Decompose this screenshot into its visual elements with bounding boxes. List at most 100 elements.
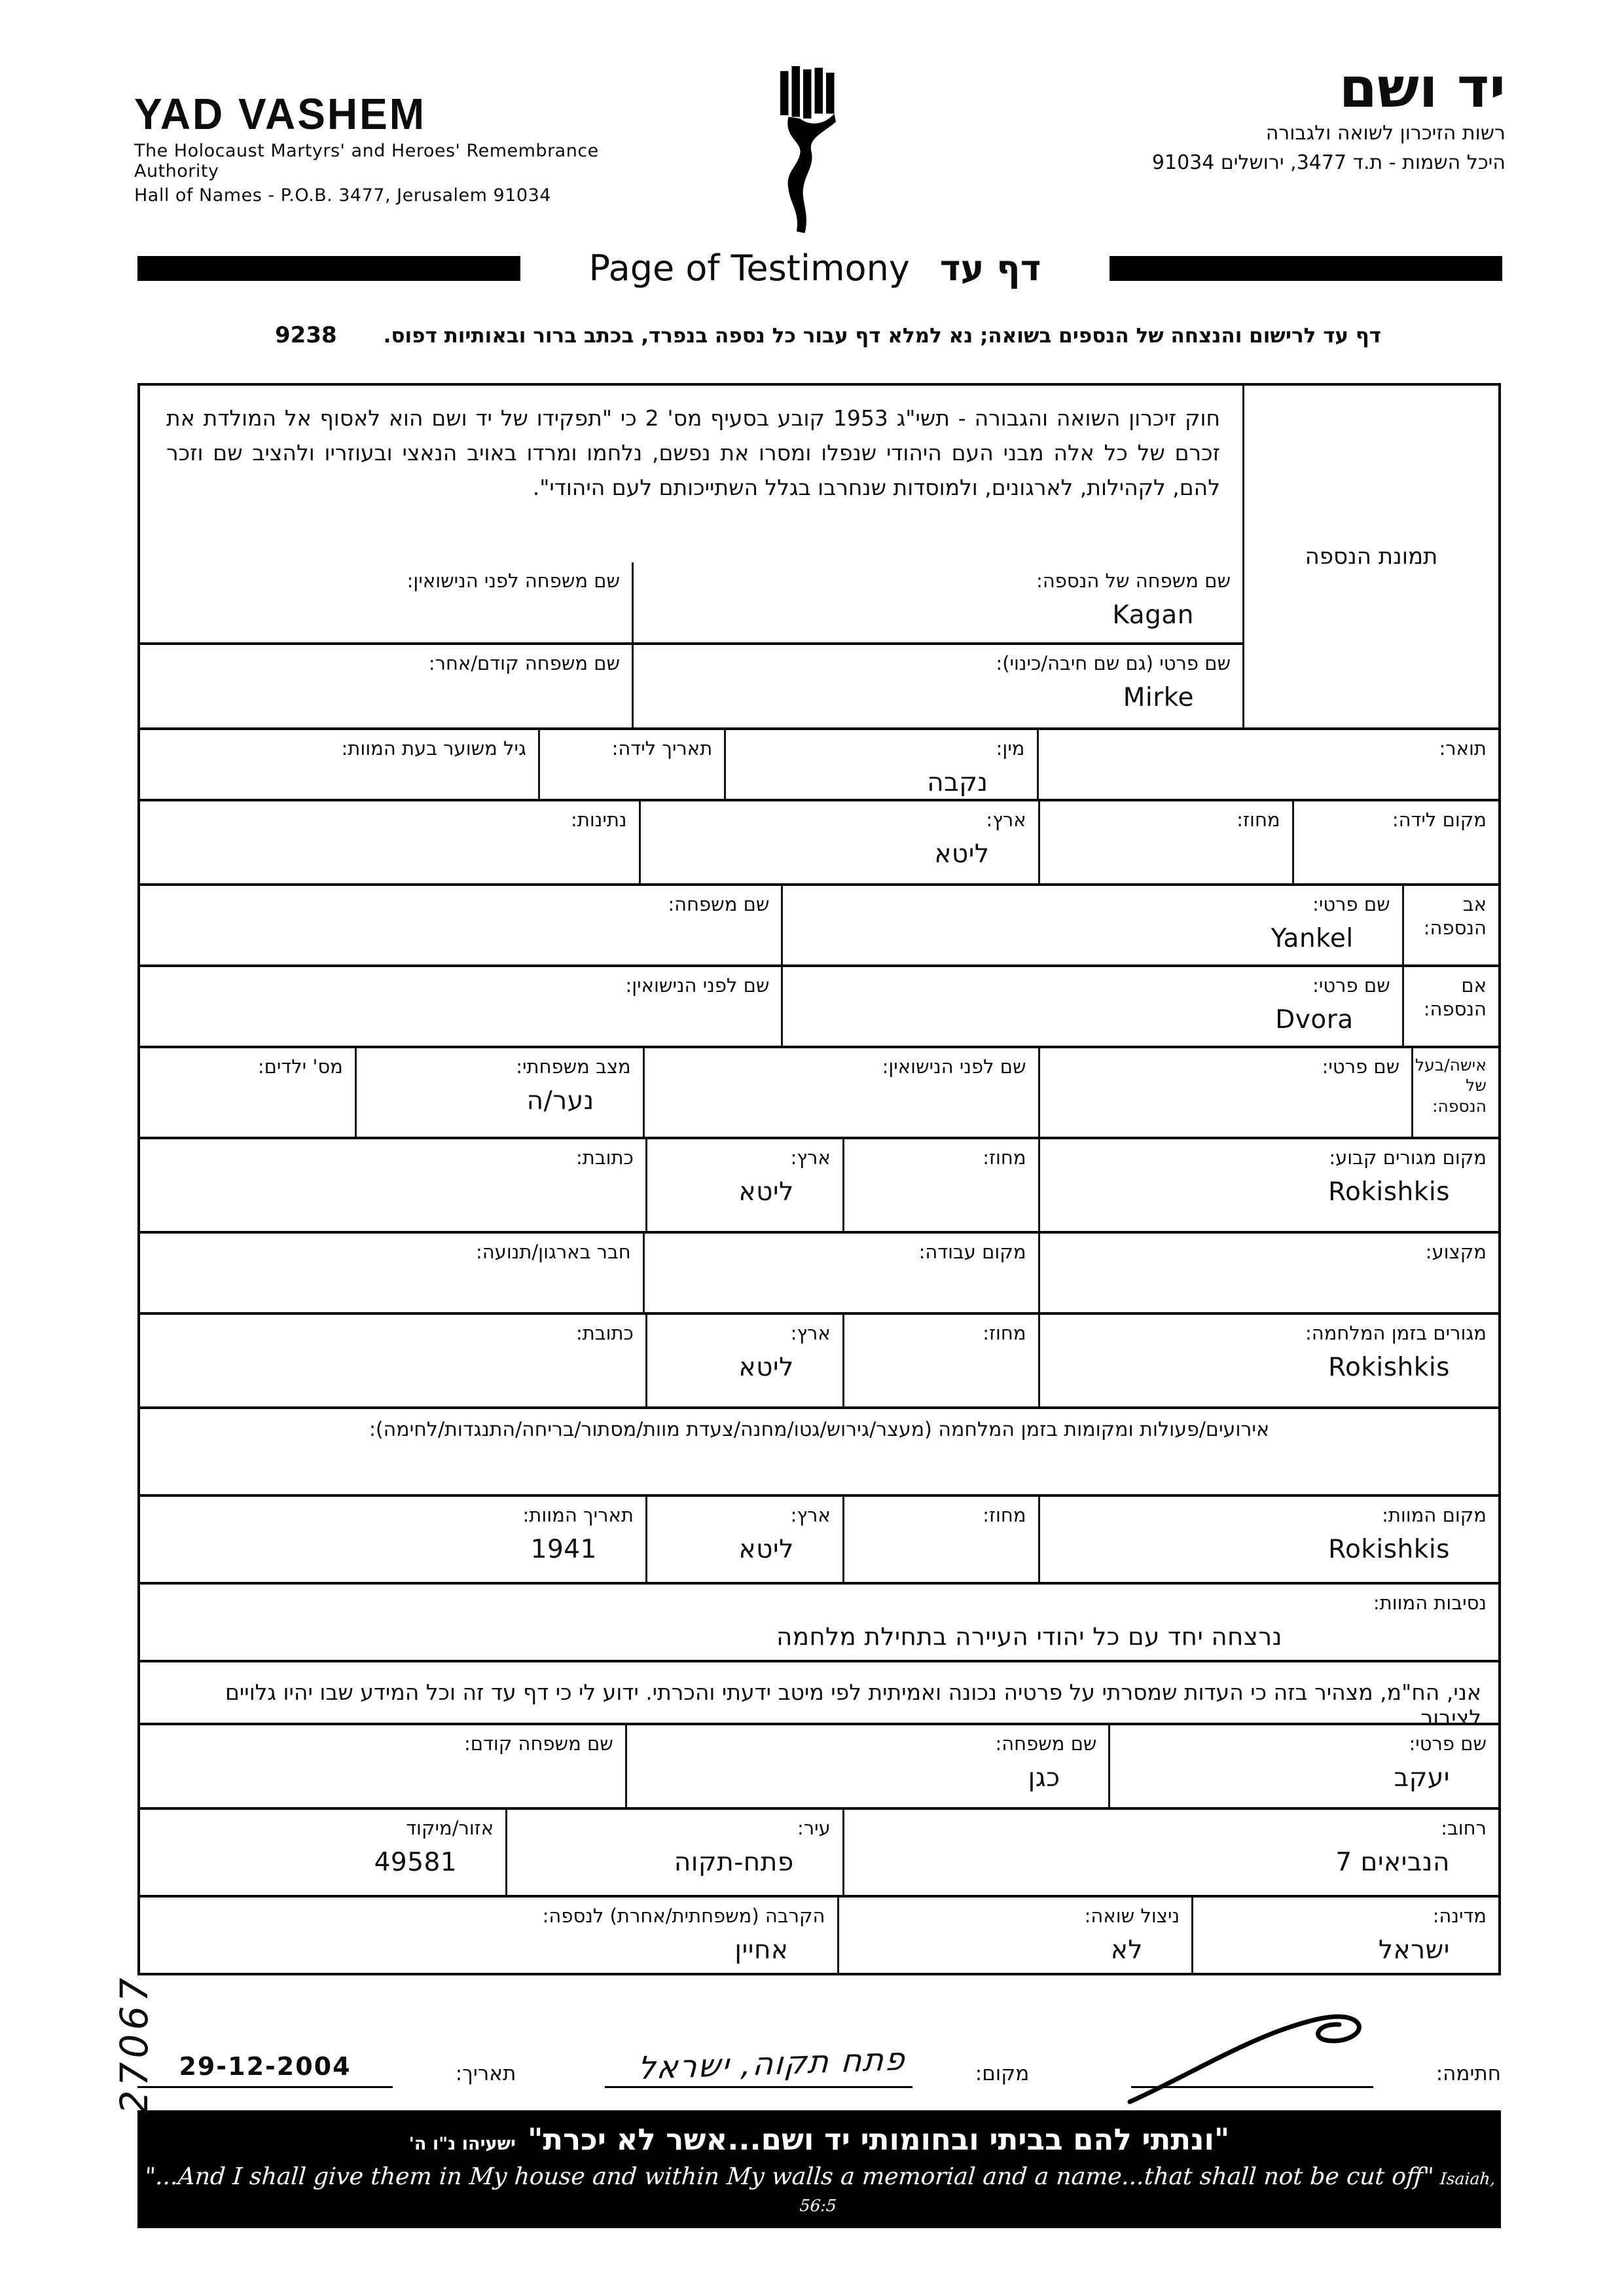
handwritten-place: פתח תקוה, ישראל (636, 2040, 907, 2087)
date-value: 29-12-2004 (179, 2052, 352, 2081)
field-label: אירועים/פעולות ומקומות בזמן המלחמה (מעצר… (369, 1418, 1270, 1441)
field-value: כגן (1028, 1763, 1060, 1793)
field-label: מחוז: (983, 1504, 1026, 1526)
field-label: שם פרטי (גם שם חיבה/כינוי): (996, 652, 1231, 674)
table-row: שם פרטי: יעקב שם משפחה: כגן שם משפחה קוד… (140, 1725, 1498, 1810)
field-label: מקום המוות: (1382, 1504, 1487, 1526)
table-row: רחוב: הנביאים 7 עיר: פתח-תקוה אזור/מיקוד… (140, 1810, 1498, 1898)
quote-english: "...And I shall give them in My house an… (135, 2163, 1503, 2217)
handwritten-signature (1127, 2014, 1362, 2104)
field-label: שם משפחה של הנספה: (1036, 570, 1231, 592)
field-mother-maiden-name: שם לפני הנישואין: (140, 967, 781, 1046)
form-content: תמונת הנספה חוק זיכרון השואה והגבורה - ת… (137, 383, 1501, 2228)
org-address-english: Hall of Names - P.O.B. 3477, Jerusalem 9… (134, 185, 551, 206)
field-value: ליטא (738, 1535, 794, 1565)
field-mother-first-name: שם פרטי: Dvora (781, 967, 1401, 1046)
field-submitter-first-name: שם פרטי: יעקב (1108, 1725, 1498, 1807)
field-other-family-name: שם משפחה קודם/אחר: (140, 645, 632, 727)
field-label: תאריך לידה: (611, 737, 713, 760)
field-marital-status: מצב משפחתי: נער/ה (354, 1048, 643, 1137)
field-father: אב הנספה: (1401, 886, 1498, 964)
table-row: מקום מגורים קבוע: Rokishkis מחוז: ארץ: ל… (140, 1139, 1498, 1234)
field-label: מין: (996, 737, 1025, 760)
org-header-hebrew: יד ושם רשות הזיכרון לשואה ולגבורה היכל ה… (1008, 55, 1506, 175)
field-label: שם פרטי: (1322, 1055, 1400, 1078)
field-value: לא (1110, 1935, 1144, 1966)
field-death-country: ארץ: ליטא (645, 1497, 842, 1582)
table-row: שם פרטי (גם שם חיבה/כינוי): Mirke שם משפ… (140, 642, 1242, 727)
field-label: מגורים בזמן המלחמה: (1305, 1322, 1487, 1344)
title-bar-right (1110, 255, 1502, 281)
title-bar-left (137, 255, 520, 281)
signature-label: חתימה: (1435, 2062, 1501, 2085)
org-name-hebrew: יד ושם (1339, 55, 1506, 120)
field-wartime-country: ארץ: ליטא (645, 1315, 842, 1406)
field-wartime-address: כתובת: (140, 1315, 645, 1406)
field-value: הנביאים 7 (1335, 1848, 1450, 1878)
field-value: Rokishkis (1328, 1353, 1450, 1383)
title-band: Page of Testimony דף עד (137, 248, 1502, 289)
field-label: נסיבות המוות: (1373, 1592, 1487, 1614)
field-residence-country: ארץ: ליטא (645, 1139, 842, 1231)
org-header-english: YAD VASHEM The Holocaust Martyrs' and He… (134, 88, 658, 206)
declaration-row: אני, הח"מ, מצהיר בזה כי העדות שמסרתי על … (140, 1662, 1498, 1731)
field-label: מצב משפחתי: (516, 1055, 631, 1078)
field-label: שם פרטי: (1409, 1733, 1487, 1755)
field-label: מדינה: (1432, 1905, 1487, 1927)
table-row: אם הנספה: שם פרטי: Dvora שם לפני הנישואי… (140, 967, 1498, 1048)
field-value: אחיין (734, 1935, 789, 1966)
field-value: 1941 (530, 1535, 597, 1565)
org-name-english: YAD VASHEM (134, 89, 427, 139)
page-title-english: Page of Testimony (588, 248, 910, 289)
place-line: פתח תקוה, ישראל (605, 2001, 913, 2088)
field-father-family-name: שם משפחה: (140, 886, 781, 964)
field-label: ארץ: (986, 809, 1026, 831)
field-submitter-street: רחוב: הנביאים 7 (842, 1810, 1498, 1895)
field-label: מחוז: (983, 1146, 1026, 1169)
field-label: אישה/בעל של הנספה: (1415, 1055, 1487, 1116)
field-title: תואר: (1036, 730, 1499, 799)
table-row: מגורים בזמן המלחמה: Rokishkis מחוז: ארץ:… (140, 1315, 1498, 1409)
field-label: אזור/מיקוד (406, 1817, 494, 1839)
top-left-stack: חוק זיכרון השואה והגבורה - תשי"ג 1953 קו… (140, 386, 1242, 727)
field-birth-place: מקום לידה: (1291, 801, 1498, 883)
field-death-district: מחוז: (842, 1497, 1038, 1582)
yad-vashem-logo-icon (754, 65, 865, 240)
field-organization-membership: חבר בארגון/תנועה: (140, 1234, 643, 1312)
field-birth-district: מחוז: (1038, 801, 1292, 883)
field-label: נתינות: (571, 809, 627, 831)
field-maiden-name: שם משפחה לפני הנישואין: (140, 562, 632, 642)
field-wartime-residence: מגורים בזמן המלחמה: Rokishkis (1038, 1315, 1498, 1406)
field-death-circumstances: נסיבות המוות: נרצחה יחד עם כל יהודי העיי… (140, 1585, 1498, 1660)
field-profession: מקצוע: (1038, 1234, 1498, 1312)
field-death-date: תאריך המוות: 1941 (140, 1497, 645, 1582)
instruction-row: דף עד לרישום והנצחה של הנספים בשואה; נא … (275, 322, 1381, 348)
field-label: ארץ: (790, 1322, 831, 1344)
field-label: ארץ: (790, 1146, 831, 1169)
field-label: שם משפחה קודם: (464, 1733, 613, 1755)
page-title-hebrew: דף עד (939, 248, 1041, 289)
field-family-name: שם משפחה של הנספה: Kagan (632, 562, 1242, 642)
field-submitter-zip: אזור/מיקוד 49581 (140, 1810, 505, 1895)
table-row: מדינה: ישראל ניצול שואה: לא הקרבה (משפחת… (140, 1898, 1498, 1973)
field-label: שם משפחה: (668, 893, 770, 915)
field-holocaust-survivor: ניצול שואה: לא (837, 1898, 1192, 1973)
org-subtitle-english: The Holocaust Martyrs' and Heroes' Remem… (134, 141, 599, 181)
field-label: שם לפני הנישואין: (882, 1055, 1026, 1078)
field-label: מחוז: (983, 1322, 1026, 1344)
org-subtitle-hebrew: רשות הזיכרון לשואה ולגבורה (1265, 122, 1506, 145)
signature-row: חתימה: מקום: פתח תקוה, ישראל תאריך: 29-1… (137, 2001, 1501, 2104)
field-first-name: שם פרטי (גם שם חיבה/כינוי): Mirke (632, 645, 1242, 727)
field-estimated-age: גיל משוער בעת המוות: (140, 730, 538, 799)
field-label: מקצוע: (1425, 1241, 1487, 1263)
victim-photo-box: תמונת הנספה (1242, 386, 1498, 727)
field-value: ליטא (738, 1353, 794, 1383)
field-label: ארץ: (790, 1504, 831, 1526)
field-label: שם לפני הנישואין: (625, 974, 770, 997)
field-residence-district: מחוז: (842, 1139, 1038, 1231)
field-label: כתובת: (576, 1322, 634, 1344)
table-row: תואר: מין: נקבה תאריך לידה: גיל משוער בע… (140, 730, 1498, 801)
victim-photo-label: תמונת הנספה (1305, 543, 1438, 570)
field-workplace: מקום עבודה: (642, 1234, 1038, 1312)
testimony-form-table: תמונת הנספה חוק זיכרון השואה והגבורה - ת… (137, 383, 1501, 1975)
